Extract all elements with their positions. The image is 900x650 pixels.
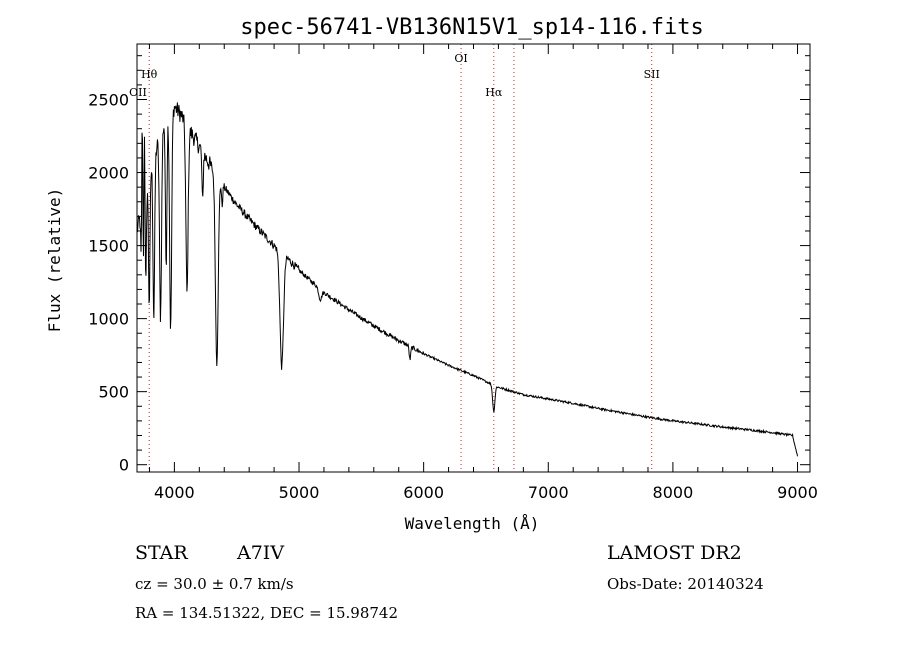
y-tick-label: 1000 bbox=[88, 310, 129, 329]
y-tick-label: 1500 bbox=[88, 237, 129, 256]
y-tick-label: 2000 bbox=[88, 164, 129, 183]
line-marker-layer: Hθ OII OI Hα SII bbox=[129, 44, 660, 472]
x-tick-label: 4000 bbox=[154, 483, 195, 502]
y-tick-label: 0 bbox=[119, 456, 129, 475]
coordinates: RA = 134.51322, DEC = 15.98742 bbox=[135, 604, 399, 622]
x-tick-label: 8000 bbox=[653, 483, 694, 502]
y-tick-label: 500 bbox=[98, 383, 129, 402]
line-marker-label: OI bbox=[454, 52, 467, 65]
chart-title: spec-56741-VB136N15V1_sp14-116.fits bbox=[240, 15, 704, 40]
line-marker-label: SII bbox=[644, 68, 660, 81]
y-tick-label: 2500 bbox=[88, 91, 129, 110]
x-axis-label: Wavelength (Å) bbox=[405, 514, 540, 533]
line-marker-label: Hθ bbox=[141, 68, 158, 81]
spectral-subclass: A7IV bbox=[237, 542, 285, 564]
x-tick-label: 7000 bbox=[528, 483, 569, 502]
y-axis: 0 500 1000 1500 2000 2500 bbox=[88, 55, 810, 475]
x-tick-label: 6000 bbox=[403, 483, 444, 502]
line-marker-label: OII bbox=[129, 86, 147, 99]
x-tick-label: 5000 bbox=[279, 483, 320, 502]
x-axis: 4000 5000 6000 7000 8000 9000 bbox=[148, 44, 818, 502]
radial-velocity: cz = 30.0 ± 0.7 km/s bbox=[135, 575, 294, 593]
spectrum-line bbox=[136, 102, 798, 457]
object-type: STAR bbox=[135, 542, 188, 564]
plot-frame bbox=[136, 43, 811, 473]
survey-name: LAMOST DR2 bbox=[607, 542, 742, 564]
line-marker-label: Hα bbox=[485, 86, 503, 99]
observation-date: Obs-Date: 20140324 bbox=[607, 575, 764, 593]
x-tick-label: 9000 bbox=[777, 483, 818, 502]
y-axis-label: Flux (relative) bbox=[45, 188, 64, 333]
